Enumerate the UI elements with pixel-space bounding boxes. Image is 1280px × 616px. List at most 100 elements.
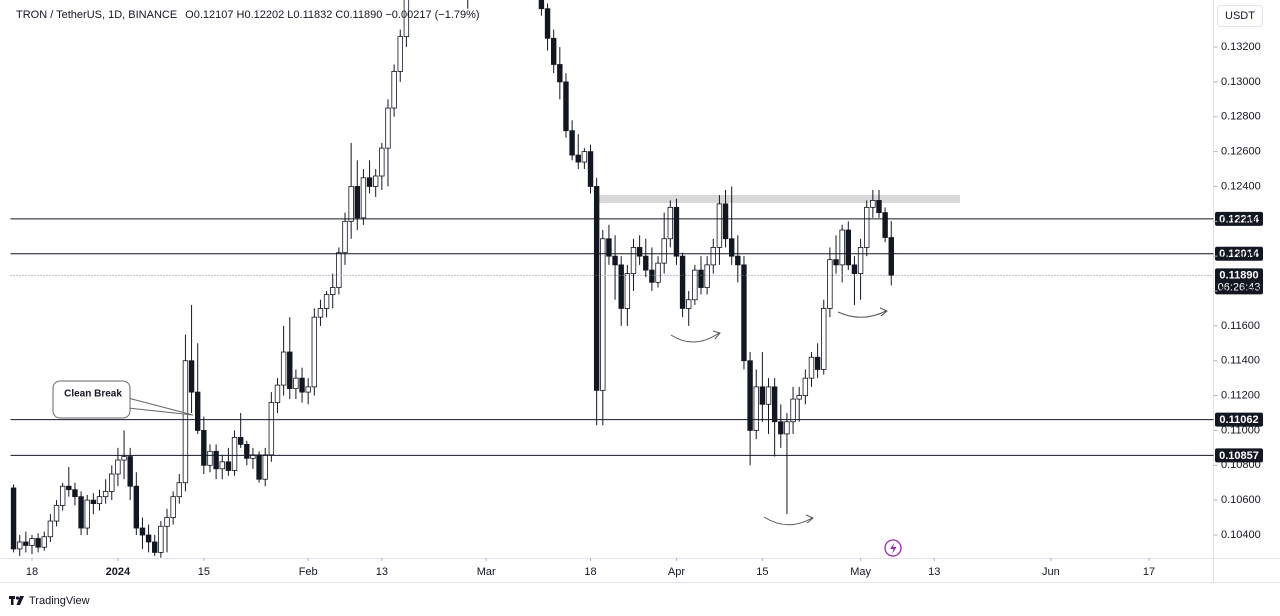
level-label-box [1215,246,1263,261]
candle-body [348,186,354,222]
candle-body [84,499,90,529]
candle-body [821,308,827,370]
candle-body [778,421,784,435]
candle-body [195,391,201,431]
x-tick-label: 18 [584,566,596,578]
candle-body [23,541,29,546]
candle-body [379,147,385,177]
candle-body [796,395,802,400]
candle-body [287,351,293,390]
candle-body [735,255,741,266]
y-tick-label: 0.12200 [1221,215,1261,227]
candle-body [354,186,360,219]
countdown-label: 06:26:43 [1218,282,1261,294]
candle-body [182,360,189,484]
candle-body [649,269,655,283]
last-price-label: 0.11890 [1219,270,1258,282]
candle-body [612,255,618,266]
y-tick-label: 0.11000 [1221,424,1260,436]
level-label: 0.10857 [1219,450,1259,462]
y-tick-label: 0.10800 [1221,459,1261,471]
candle-body [728,238,735,257]
candle-body [606,238,612,257]
ohlc-header: O0.12107 H0.12202 L0.11832 C0.11890 −0.0… [185,9,479,21]
candle-body [784,421,790,435]
candle-body [158,525,164,553]
candle-body [164,517,170,527]
candle-body [765,386,772,405]
y-tick-label: 0.12600 [1221,146,1261,158]
y-tick-label: 0.10600 [1221,494,1261,506]
overlay: 0.12214 0.12014 0.11062 0.10857 0.1189006:26… [10,211,1263,463]
x-tick-label: Jun [1042,566,1060,578]
candle-body [630,247,637,274]
candle-body [342,220,348,254]
candle-body [244,443,250,459]
candle-body [274,384,281,403]
candle-body [145,534,152,543]
candle-body [716,203,723,248]
level-label-box [1215,448,1263,463]
candle-body [366,177,373,187]
candle-body [557,64,563,83]
candle-body [808,356,815,379]
y-tick-label: 0.12000 [1221,250,1261,262]
candle-body [219,461,225,470]
y-tick-label: 0.12400 [1221,180,1261,192]
x-tick-label: 15 [756,566,768,578]
candle-body [839,229,845,266]
symbol-header: TRON / TetherUS, 1D, BINANCE [16,9,177,21]
candle-body [237,437,244,445]
candle-body [250,454,256,459]
candle-body [686,299,692,309]
candle-body [692,269,698,301]
candle-body [115,459,121,475]
last-price-box [1215,268,1263,295]
x-tick-label: May [850,566,871,578]
currency-box[interactable] [1217,5,1263,27]
candle-body [569,130,575,156]
x-tick-label: 13 [376,566,388,578]
candle-body [372,175,379,187]
candle-body [53,504,60,522]
logo-part [11,596,14,605]
candle-body [876,200,882,214]
candle-body [207,450,213,466]
candle-body [747,360,753,431]
candle-body [857,247,864,274]
candle-body [600,238,606,391]
candle-body [704,264,710,288]
candle-body [133,485,140,529]
candle-body [827,259,833,309]
candle-body [753,386,759,431]
y-tick-label: 0.13000 [1221,76,1261,88]
candle-body [109,473,115,492]
y-tick-label: 0.10400 [1221,529,1261,541]
candle-body [201,430,207,466]
currency-label[interactable]: USDT [1225,10,1255,22]
candle-body [170,496,176,518]
level-label: 0.12214 [1219,213,1260,225]
candle-body [667,206,674,240]
x-tick-label: 17 [1143,566,1155,578]
y-tick-label: 0.12800 [1221,111,1261,123]
candle-body [305,386,311,393]
candle-body [262,454,268,480]
candle-body [323,294,330,309]
candle-body [698,269,704,288]
candle-body [139,527,146,536]
candle-body [397,36,403,72]
candle-body [741,264,747,362]
candle-body [336,252,342,288]
candle-body [72,489,78,498]
candle-body [41,536,47,548]
candle-body [575,154,581,163]
alert-bolt [890,542,897,554]
candle-body [643,255,649,271]
candle-body [538,0,545,10]
candle-body [268,402,275,456]
curved-arrow [763,516,813,526]
y-tick-label: 0.11600 [1221,320,1260,332]
level-label-box [1215,211,1263,226]
